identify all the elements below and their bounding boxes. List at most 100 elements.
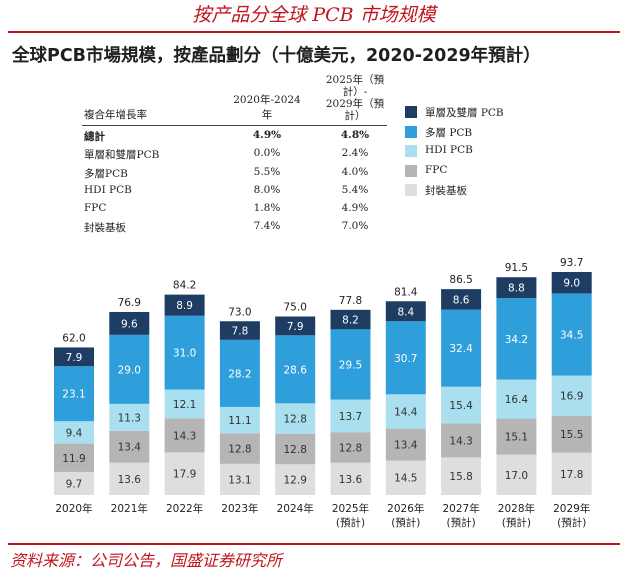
bar-segment-single_double [441, 289, 482, 310]
bar-segment-fpc [385, 428, 426, 461]
bar-value-label: 28.2 [228, 368, 251, 380]
bar-segment-fpc [551, 415, 592, 453]
cagr-row-value-2025-2029: 4.9% [341, 202, 369, 215]
bar-total-label: 75.0 [284, 302, 307, 314]
bar-value-label: 14.5 [394, 473, 417, 485]
legend-label: 多層 PCB [425, 126, 473, 139]
chart-title: 全球PCB市場規模，按產品劃分（十億美元，2020-2029年預計） [12, 46, 541, 66]
x-tick-label: 2024年 [277, 502, 314, 515]
x-tick-label: 2025年 [332, 502, 369, 515]
bar-value-label: 8.2 [342, 315, 359, 327]
cagr-table-header: 複合年增長率 2020年-2024年 2025年（預計）- 2029年（預計） [82, 74, 387, 126]
cagr-row-value-2025-2029: 5.4% [341, 183, 369, 196]
bar-value-label: 15.5 [560, 429, 583, 441]
bar-segment-single_double [219, 321, 260, 340]
bar-value-label: 17.9 [173, 469, 196, 481]
bar-segment-hdi [109, 403, 150, 431]
bar-segment-fpc [441, 423, 482, 458]
bar-value-label: 13.6 [118, 474, 142, 486]
cagr-row-label: 單層和雙層PCB [84, 149, 160, 162]
x-tick-label: 2021年 [111, 502, 148, 515]
bar-value-label: 17.8 [560, 469, 583, 481]
x-tick-label: 2027年 [442, 502, 479, 515]
cagr-header-col1: 2020年-2024年 [233, 94, 301, 121]
cagr-table: 複合年增長率 2020年-2024年 2025年（預計）- 2029年（預計） … [82, 74, 387, 236]
source-note: 资料来源：公司公告，国盛证券研究所 [10, 551, 283, 570]
cagr-row-hdi: HDI PCB 8.0% 5.4% [82, 181, 387, 199]
bar-value-label: 23.1 [62, 389, 85, 401]
cagr-row-value-2020-2024: 4.9% [252, 129, 282, 141]
x-tick-sublabel: (預計) [557, 516, 586, 529]
bar-value-label: 14.4 [394, 406, 418, 418]
x-tick-sublabel: (預計) [391, 516, 420, 529]
bar-value-label: 15.4 [449, 400, 473, 412]
bar-total-label: 62.0 [62, 332, 85, 344]
legend-label: 封裝基板 [425, 185, 467, 197]
bar-value-label: 13.4 [394, 440, 418, 452]
bar-segment-multilayer [109, 334, 150, 404]
bar-value-label: 12.1 [173, 399, 196, 411]
bar-segment-single_double [551, 271, 592, 294]
cagr-header-col2: 2025年（預計）- 2029年（預計） [320, 74, 390, 122]
bar-segment-substrate [385, 460, 426, 495]
bar-total-label: 81.4 [394, 286, 418, 298]
bar-segment-fpc [164, 418, 205, 453]
x-tick-sublabel: (預計) [336, 516, 365, 529]
bar-value-label: 17.0 [505, 470, 528, 482]
bar-value-label: 8.8 [508, 283, 525, 295]
x-tick-label: 2026年 [387, 502, 424, 515]
x-tick-label: 2028年 [498, 502, 535, 515]
cagr-row-substrate: 封裝基板 7.4% 7.0% [82, 217, 387, 235]
bar-segment-fpc [275, 433, 316, 465]
cagr-row-value-2025-2029: 4.8% [340, 129, 370, 141]
cagr-row-fpc: FPC 1.8% 4.9% [82, 199, 387, 217]
bar-value-label: 12.9 [284, 475, 307, 487]
bar-segment-substrate [54, 471, 94, 495]
bar-value-label: 29.0 [118, 364, 141, 376]
footer-divider [8, 543, 620, 545]
bar-value-label: 9.6 [121, 318, 138, 330]
bar-segment-single_double [275, 316, 316, 336]
bar-segment-single_double [330, 309, 371, 330]
x-tick-sublabel: (預計) [446, 516, 475, 529]
legend-label: HDI PCB [425, 144, 473, 156]
bar-total-label: 73.0 [228, 306, 251, 318]
bar-segment-hdi [441, 386, 482, 424]
bar-value-label: 34.2 [505, 334, 528, 346]
cagr-header-col2-line1: 2025年（預計）- [325, 74, 385, 98]
bar-value-label: 14.3 [173, 430, 196, 442]
bar-segment-substrate [330, 462, 371, 495]
bar-segment-hdi [219, 406, 260, 434]
cagr-row-single-double: 單層和雙層PCB 0.0% 2.4% [82, 144, 387, 162]
bar-value-label: 8.6 [453, 294, 470, 306]
cagr-row-value-2020-2024: 8.0% [253, 183, 281, 196]
bar-segment-fpc [330, 432, 371, 463]
bar-value-label: 28.6 [284, 364, 308, 376]
bar-value-label: 31.0 [173, 348, 196, 360]
bar-segment-fpc [109, 430, 150, 463]
bar-total-label: 91.5 [505, 262, 528, 274]
report-banner: 按产品分全球 PCB 市场规模 [192, 4, 436, 26]
x-tick-label: 2020年 [55, 502, 92, 515]
bar-segment-substrate [496, 454, 537, 495]
bar-total-label: 93.7 [560, 257, 583, 269]
bar-value-label: 11.3 [118, 412, 141, 424]
bar-total-label: 86.5 [449, 274, 472, 286]
cagr-row-label: 總計 [84, 131, 105, 143]
legend-swatch [405, 106, 417, 118]
bar-segment-substrate [164, 452, 205, 495]
cagr-row-value-2020-2024: 7.4% [253, 220, 281, 233]
bar-segment-multilayer [385, 321, 426, 395]
bar-segment-fpc [496, 418, 537, 455]
bar-segment-hdi [551, 375, 592, 416]
bar-segment-substrate [441, 457, 482, 495]
bar-value-label: 11.9 [62, 453, 85, 465]
bar-segment-substrate [219, 463, 260, 495]
bar-value-label: 12.8 [284, 444, 307, 456]
bar-segment-fpc [219, 433, 260, 464]
bar-value-label: 8.4 [397, 306, 414, 318]
cagr-row-label: 多層PCB [84, 167, 128, 180]
banner-divider [8, 31, 620, 33]
bar-segment-single_double [385, 301, 426, 322]
bar-total-label: 77.8 [339, 295, 362, 307]
